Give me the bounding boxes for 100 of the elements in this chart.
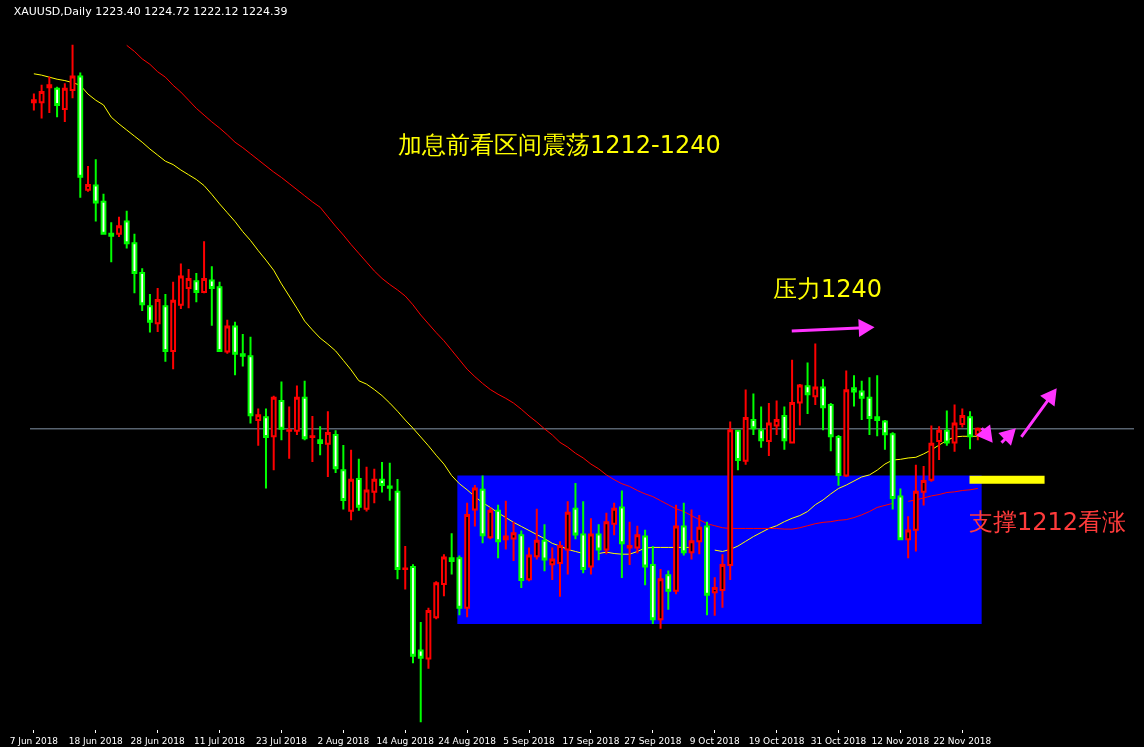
candlestick [851,374,857,408]
candlestick [154,286,161,333]
candlestick [355,457,362,512]
x-tick-label: 17 Sep 2018 [562,735,620,746]
candlestick [595,523,602,562]
candlestick [711,576,718,617]
candlestick [572,482,579,541]
candlestick [239,332,246,368]
candlestick [193,272,200,304]
candlestick [882,419,888,451]
candlestick [30,92,37,112]
candlestick [580,500,587,575]
candlestick [549,546,556,581]
candlestick [46,75,53,115]
chart-title: XAUUSD,Daily 1223.40 1224.72 1222.12 1224.39 [13,5,288,19]
candlestick [294,384,300,436]
x-tick-label: 9 Oct 2018 [689,735,740,746]
candlestick [69,43,76,100]
candlestick [618,489,625,579]
x-tick-label: 14 Aug 2018 [376,735,435,746]
candlestick [874,374,881,438]
candlestick [286,405,293,460]
candlestick [263,407,269,490]
x-tick-label: 19 Oct 2018 [748,735,805,746]
candlestick [758,405,765,449]
candlestick [54,85,60,119]
candlestick [410,563,416,665]
candlestick [827,402,834,453]
candlestick [232,320,238,377]
candlestick [843,369,850,478]
candlestick [340,444,347,511]
candlestick [510,520,517,562]
candlestick [201,240,207,295]
candlestick [742,388,749,466]
x-tick-label: 11 Jul 2018 [194,735,246,746]
candlestick [835,433,842,487]
candlestick [433,580,440,621]
candlestick [719,553,726,609]
candlestick [905,515,912,560]
candlestick [502,499,509,551]
candlestick [665,569,672,611]
candlestick [773,399,780,436]
candlestick [804,361,811,415]
candlestick [657,568,664,630]
candlestick [642,528,648,587]
candlestick [943,409,950,447]
candlestick [680,501,687,557]
x-tick-label: 27 Sep 2018 [624,735,682,746]
candlestick [100,192,107,236]
candlestick [889,431,896,511]
candlestick [123,209,130,250]
candlestick [611,501,618,537]
candlestick [162,293,169,363]
candlestick [564,500,571,576]
candlestick [324,410,331,478]
candlestick [332,429,339,474]
x-tick-label: 22 Nov 2018 [933,735,992,746]
candlestick [448,532,455,576]
candlestick [270,394,277,472]
candlestick [208,265,215,327]
candlestick [588,517,594,576]
candlestick [379,461,385,494]
candlestick [858,379,865,422]
candlestick [85,164,91,193]
x-tick-label: 31 Oct 2018 [810,735,867,746]
candlestick [402,545,409,591]
candlestick [518,529,525,590]
candlestick [394,477,401,581]
candlestick [77,71,84,199]
candlestick [247,335,254,425]
candlestick [866,376,873,436]
candlestick [789,358,795,445]
candlestick [371,467,378,505]
candlestick [108,221,115,264]
x-tick-label: 28 Jun 2018 [130,735,185,746]
candlestick [533,507,540,561]
candlestick [363,465,370,513]
candlestick [796,383,803,427]
candlestick [557,540,563,598]
candlestick [116,215,122,239]
candlestick [526,546,532,583]
candlestick [464,501,471,619]
candlestick [278,380,285,442]
candlestick [348,448,354,522]
candlestick [38,83,45,120]
annotation: 压力1240 [773,275,883,303]
candlestick [301,379,308,442]
candlestick [131,232,138,295]
candlestick [386,461,393,502]
candlestick [425,606,432,670]
candlestick [479,474,486,545]
x-tick-label: 23 Jul 2018 [255,735,308,746]
candlestick [61,82,68,123]
x-tick-label: 7 Jun 2018 [9,735,59,746]
candlestick [441,553,447,598]
candlestick [812,342,819,407]
candlestick [177,262,184,310]
candlestick [487,506,494,541]
candlestick [417,620,424,724]
x-tick-label: 5 Sep 2018 [503,735,555,746]
